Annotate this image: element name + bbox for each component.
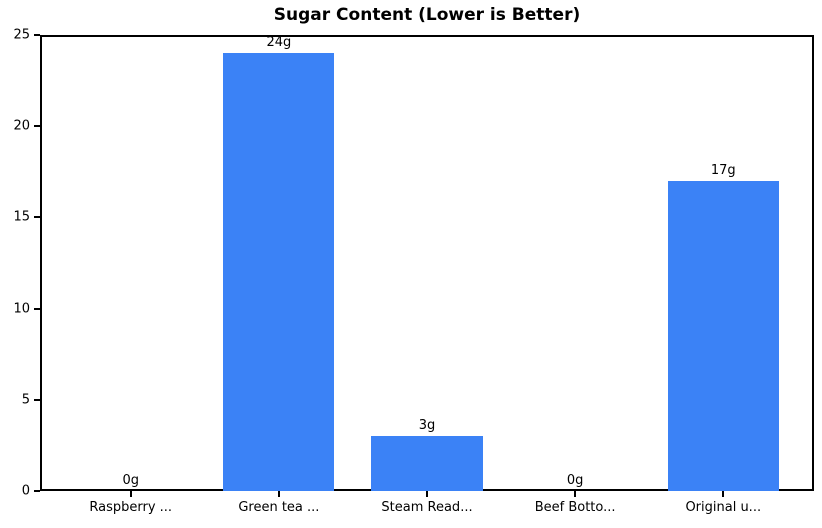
- x-tick-label: Original u...: [685, 500, 762, 515]
- x-tick-mark: [277, 491, 280, 497]
- y-tick-mark: [34, 216, 40, 219]
- y-tick-label: 10: [13, 301, 30, 317]
- x-tick-mark: [722, 491, 725, 497]
- bar: [223, 53, 335, 491]
- x-tick-label: Green tea ...: [238, 500, 320, 515]
- x-tick-label: Beef Botto...: [534, 500, 616, 515]
- bar-value-label: 0g: [566, 473, 584, 488]
- y-tick-mark: [34, 490, 40, 492]
- y-tick-label: 5: [21, 392, 30, 408]
- y-tick-mark: [34, 125, 40, 128]
- y-tick-mark: [34, 398, 40, 401]
- bar: [371, 436, 483, 491]
- bar-value-label: 17g: [710, 162, 736, 178]
- bar: [667, 180, 779, 491]
- y-tick-mark: [34, 34, 40, 36]
- y-tick-label: 0: [21, 483, 30, 499]
- y-tick-label: 25: [13, 27, 30, 43]
- bar-value-label: 0g: [122, 473, 139, 488]
- x-tick-mark: [426, 491, 428, 497]
- x-tick-label: Raspberry ...: [89, 500, 173, 515]
- chart-title: Sugar Content (Lower is Better): [273, 5, 581, 25]
- x-tick-mark: [129, 491, 132, 497]
- y-tick-label: 15: [13, 209, 30, 225]
- bar-value-label: 24g: [266, 35, 292, 51]
- x-tick-mark: [574, 491, 577, 497]
- y-tick-mark: [34, 307, 40, 310]
- y-tick-label: 20: [13, 118, 30, 134]
- x-tick-label: Steam Read...: [381, 500, 473, 515]
- bar-value-label: 3g: [418, 418, 436, 434]
